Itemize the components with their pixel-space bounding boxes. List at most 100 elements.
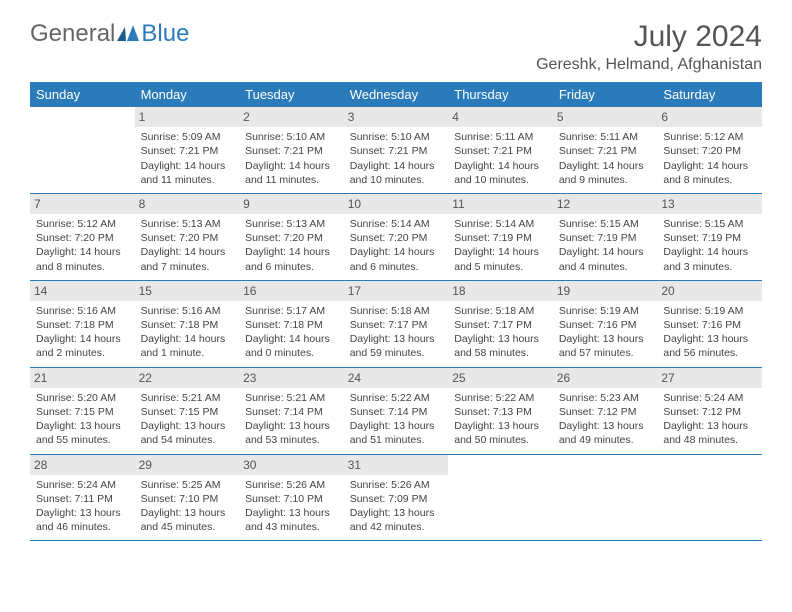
sunrise-line: Sunrise: 5:14 AM bbox=[350, 217, 443, 231]
sunset-line: Sunset: 7:16 PM bbox=[559, 318, 652, 332]
day-number: 22 bbox=[135, 368, 240, 388]
sunrise-line: Sunrise: 5:22 AM bbox=[454, 391, 547, 405]
calendar-day-cell: 13Sunrise: 5:15 AMSunset: 7:19 PMDayligh… bbox=[657, 193, 762, 280]
sunset-line: Sunset: 7:20 PM bbox=[36, 231, 129, 245]
sunset-line: Sunset: 7:14 PM bbox=[350, 405, 443, 419]
sunset-line: Sunset: 7:20 PM bbox=[350, 231, 443, 245]
sunrise-line: Sunrise: 5:21 AM bbox=[245, 391, 338, 405]
daylight-line: Daylight: 14 hours and 11 minutes. bbox=[245, 159, 338, 187]
daylight-line: Daylight: 13 hours and 51 minutes. bbox=[350, 419, 443, 447]
sunset-line: Sunset: 7:12 PM bbox=[663, 405, 756, 419]
day-number: 1 bbox=[135, 107, 240, 127]
daylight-line: Daylight: 13 hours and 46 minutes. bbox=[36, 506, 129, 534]
col-tuesday: Tuesday bbox=[239, 82, 344, 107]
day-number: 11 bbox=[448, 194, 553, 214]
sunset-line: Sunset: 7:16 PM bbox=[663, 318, 756, 332]
day-number: 5 bbox=[553, 107, 658, 127]
daylight-line: Daylight: 14 hours and 6 minutes. bbox=[350, 245, 443, 273]
sunrise-line: Sunrise: 5:18 AM bbox=[350, 304, 443, 318]
page-title: July 2024 bbox=[536, 20, 762, 54]
calendar-day-cell: 1Sunrise: 5:09 AMSunset: 7:21 PMDaylight… bbox=[135, 107, 240, 193]
daylight-line: Daylight: 14 hours and 2 minutes. bbox=[36, 332, 129, 360]
sunset-line: Sunset: 7:20 PM bbox=[663, 144, 756, 158]
sunrise-line: Sunrise: 5:09 AM bbox=[141, 130, 234, 144]
sunrise-line: Sunrise: 5:19 AM bbox=[663, 304, 756, 318]
sunrise-line: Sunrise: 5:26 AM bbox=[350, 478, 443, 492]
day-number: 30 bbox=[239, 455, 344, 475]
col-sunday: Sunday bbox=[30, 82, 135, 107]
calendar-day-cell: 11Sunrise: 5:14 AMSunset: 7:19 PMDayligh… bbox=[448, 193, 553, 280]
calendar-day-cell: 20Sunrise: 5:19 AMSunset: 7:16 PMDayligh… bbox=[657, 280, 762, 367]
calendar-day-cell: 19Sunrise: 5:19 AMSunset: 7:16 PMDayligh… bbox=[553, 280, 658, 367]
day-number: 13 bbox=[657, 194, 762, 214]
day-number: 28 bbox=[30, 455, 135, 475]
daylight-line: Daylight: 14 hours and 10 minutes. bbox=[350, 159, 443, 187]
sunrise-line: Sunrise: 5:12 AM bbox=[36, 217, 129, 231]
sunset-line: Sunset: 7:19 PM bbox=[559, 231, 652, 245]
sunrise-line: Sunrise: 5:15 AM bbox=[663, 217, 756, 231]
sunset-line: Sunset: 7:10 PM bbox=[245, 492, 338, 506]
title-block: July 2024 Gereshk, Helmand, Afghanistan bbox=[536, 20, 762, 74]
daylight-line: Daylight: 14 hours and 11 minutes. bbox=[141, 159, 234, 187]
day-number: 10 bbox=[344, 194, 449, 214]
day-number: 15 bbox=[135, 281, 240, 301]
day-number: 31 bbox=[344, 455, 449, 475]
calendar-day-cell: 10 Sunrise: 5:14 AMSunset: 7:20 PMDayligh… bbox=[344, 193, 449, 280]
sunset-line: Sunset: 7:15 PM bbox=[141, 405, 234, 419]
calendar-day-cell: 7Sunrise: 5:12 AMSunset: 7:20 PMDaylight… bbox=[30, 193, 135, 280]
calendar-day-cell bbox=[30, 107, 135, 193]
sunset-line: Sunset: 7:18 PM bbox=[245, 318, 338, 332]
daylight-line: Daylight: 13 hours and 49 minutes. bbox=[559, 419, 652, 447]
calendar-week-row: 7Sunrise: 5:12 AMSunset: 7:20 PMDaylight… bbox=[30, 193, 762, 280]
logo-text-general: General bbox=[30, 20, 115, 48]
calendar-day-cell: 21Sunrise: 5:20 AMSunset: 7:15 PMDayligh… bbox=[30, 367, 135, 454]
sunrise-line: Sunrise: 5:24 AM bbox=[36, 478, 129, 492]
day-number: 23 bbox=[239, 368, 344, 388]
header: General Blue July 2024 Gereshk, Helmand,… bbox=[30, 20, 762, 74]
calendar-day-cell: 4Sunrise: 5:11 AMSunset: 7:21 PMDaylight… bbox=[448, 107, 553, 193]
calendar-day-cell: 28Sunrise: 5:24 AMSunset: 7:11 PMDayligh… bbox=[30, 454, 135, 541]
sunset-line: Sunset: 7:19 PM bbox=[454, 231, 547, 245]
calendar-day-cell bbox=[553, 454, 658, 541]
sunset-line: Sunset: 7:13 PM bbox=[454, 405, 547, 419]
sunset-line: Sunset: 7:21 PM bbox=[559, 144, 652, 158]
day-number: 25 bbox=[448, 368, 553, 388]
sunset-line: Sunset: 7:20 PM bbox=[245, 231, 338, 245]
calendar-day-cell: 26Sunrise: 5:23 AMSunset: 7:12 PMDayligh… bbox=[553, 367, 658, 454]
sunset-line: Sunset: 7:15 PM bbox=[36, 405, 129, 419]
calendar-day-cell: 15Sunrise: 5:16 AMSunset: 7:18 PMDayligh… bbox=[135, 280, 240, 367]
logo-flag-icon bbox=[117, 20, 139, 48]
sunrise-line: Sunrise: 5:16 AM bbox=[141, 304, 234, 318]
daylight-line: Daylight: 14 hours and 3 minutes. bbox=[663, 245, 756, 273]
daylight-line: Daylight: 13 hours and 48 minutes. bbox=[663, 419, 756, 447]
sunrise-line: Sunrise: 5:17 AM bbox=[245, 304, 338, 318]
daylight-line: Daylight: 13 hours and 58 minutes. bbox=[454, 332, 547, 360]
calendar-day-cell: 5Sunrise: 5:11 AMSunset: 7:21 PMDaylight… bbox=[553, 107, 658, 193]
daylight-line: Daylight: 13 hours and 53 minutes. bbox=[245, 419, 338, 447]
daylight-line: Daylight: 14 hours and 5 minutes. bbox=[454, 245, 547, 273]
daylight-line: Daylight: 13 hours and 43 minutes. bbox=[245, 506, 338, 534]
daylight-line: Daylight: 13 hours and 54 minutes. bbox=[141, 419, 234, 447]
day-number: 14 bbox=[30, 281, 135, 301]
daylight-line: Daylight: 13 hours and 56 minutes. bbox=[663, 332, 756, 360]
day-number: 29 bbox=[135, 455, 240, 475]
sunrise-line: Sunrise: 5:19 AM bbox=[559, 304, 652, 318]
calendar-day-cell: 2Sunrise: 5:10 AMSunset: 7:21 PMDaylight… bbox=[239, 107, 344, 193]
sunset-line: Sunset: 7:21 PM bbox=[245, 144, 338, 158]
calendar-week-row: 28Sunrise: 5:24 AMSunset: 7:11 PMDayligh… bbox=[30, 454, 762, 541]
calendar-day-cell: 27Sunrise: 5:24 AMSunset: 7:12 PMDayligh… bbox=[657, 367, 762, 454]
sunrise-line: Sunrise: 5:18 AM bbox=[454, 304, 547, 318]
day-number: 27 bbox=[657, 368, 762, 388]
day-number: 6 bbox=[657, 107, 762, 127]
logo-text-blue: Blue bbox=[141, 20, 189, 48]
sunset-line: Sunset: 7:18 PM bbox=[141, 318, 234, 332]
sunrise-line: Sunrise: 5:10 AM bbox=[245, 130, 338, 144]
sunrise-line: Sunrise: 5:11 AM bbox=[559, 130, 652, 144]
sunrise-line: Sunrise: 5:11 AM bbox=[454, 130, 547, 144]
col-friday: Friday bbox=[553, 82, 658, 107]
sunset-line: Sunset: 7:12 PM bbox=[559, 405, 652, 419]
daylight-line: Daylight: 14 hours and 10 minutes. bbox=[454, 159, 547, 187]
day-number: 18 bbox=[448, 281, 553, 301]
day-number: 8 bbox=[135, 194, 240, 214]
sunrise-line: Sunrise: 5:15 AM bbox=[559, 217, 652, 231]
